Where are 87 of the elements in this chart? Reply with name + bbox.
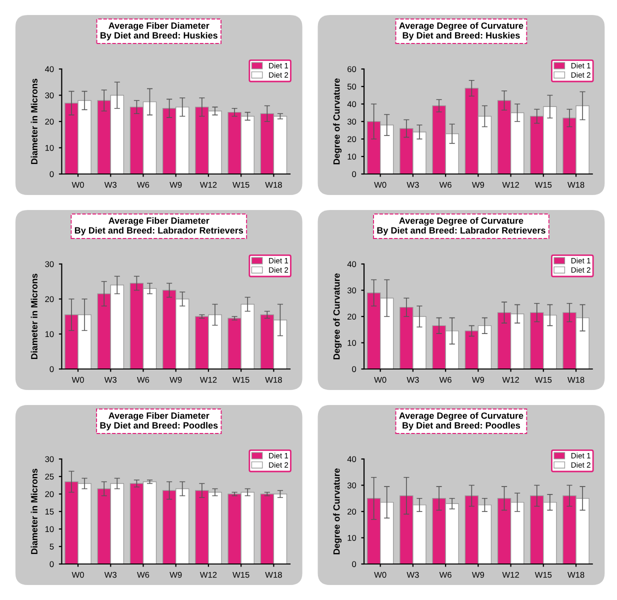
- x-tick-label: W9: [472, 182, 484, 188]
- y-tick-label: 40: [44, 66, 54, 72]
- x-tick-label: W18: [265, 376, 282, 383]
- x-tick-label: W18: [265, 572, 282, 578]
- x-tick-label: W12: [200, 182, 217, 188]
- y-axis-title: Degree of Curvature: [333, 273, 342, 360]
- x-tick-label: W15: [232, 572, 250, 578]
- x-tick-label: W0: [374, 376, 386, 383]
- y-tick-label: 0: [352, 561, 356, 568]
- x-tick-label: W12: [502, 572, 519, 578]
- x-tick-label: W6: [137, 572, 150, 578]
- y-tick-label: 40: [347, 456, 356, 462]
- x-tick-label: W12: [200, 572, 217, 578]
- x-tick-label: W6: [137, 182, 150, 188]
- y-tick-label: 0: [50, 171, 54, 178]
- y-tick-label: 10: [45, 331, 54, 338]
- x-tick-label: W15: [534, 182, 552, 188]
- x-tick-label: W0: [374, 182, 386, 188]
- y-axis-title: Diameter in Microns: [30, 78, 38, 164]
- x-tick-label: W9: [472, 572, 484, 578]
- x-tick-label: W3: [406, 182, 419, 188]
- y-tick-label: 25: [45, 474, 54, 480]
- y-tick-label: 50: [347, 84, 356, 90]
- x-tick-label: W18: [567, 376, 584, 383]
- y-tick-label: 20: [348, 136, 356, 142]
- chart-title: Average Degree of Curvature By Diet and Breed: Huskies: [399, 22, 524, 40]
- chart-title: Average Degree of Curvature By Diet and Breed: Poodles: [399, 412, 524, 430]
- y-tick-label: 10: [45, 144, 54, 151]
- x-tick-label: W9: [170, 182, 182, 188]
- x-tick-label: W15: [534, 376, 552, 383]
- y-tick-label: 40: [347, 261, 356, 268]
- x-tick-label: W12: [200, 376, 217, 383]
- y-axis-title: Diameter in Microns: [30, 274, 38, 360]
- x-tick-label: W9: [472, 376, 484, 383]
- y-axis-title: Degree of Curvature: [333, 468, 342, 554]
- y-tick-label: 10: [348, 154, 356, 160]
- x-tick-label: W18: [567, 572, 584, 578]
- y-tick-label: 10: [348, 340, 356, 346]
- y-tick-label: 30: [347, 287, 356, 294]
- chart-title: Average Fiber Diameter By Diet and Breed: Poodles: [100, 412, 218, 430]
- y-tick-label: 40: [347, 101, 356, 108]
- x-tick-label: W12: [502, 182, 519, 188]
- y-tick-label: 0: [352, 171, 356, 178]
- y-tick-label: 30: [45, 456, 54, 462]
- x-tick-label: W0: [72, 376, 84, 383]
- y-tick-label: 15: [45, 508, 54, 515]
- x-tick-label: W18: [265, 182, 282, 188]
- y-tick-label: 30: [347, 118, 356, 125]
- x-tick-label: W3: [406, 572, 419, 578]
- x-tick-label: W6: [137, 376, 150, 383]
- y-tick-label: 0: [50, 366, 54, 372]
- x-tick-label: W6: [439, 376, 452, 383]
- y-tick-label: 20: [348, 508, 356, 515]
- x-tick-label: W12: [502, 376, 519, 383]
- y-tick-label: 30: [45, 261, 54, 268]
- x-tick-label: W15: [534, 572, 552, 578]
- y-tick-label: 20: [348, 314, 356, 320]
- y-tick-label: 20: [45, 491, 54, 498]
- x-tick-label: W3: [104, 572, 117, 578]
- x-tick-label: W6: [439, 572, 452, 578]
- x-tick-label: W0: [374, 572, 386, 578]
- x-tick-label: W0: [72, 572, 84, 578]
- y-tick-label: 20: [45, 118, 54, 125]
- y-tick-label: 5: [50, 544, 54, 550]
- x-tick-label: W6: [439, 182, 452, 188]
- x-tick-label: W15: [232, 182, 250, 188]
- x-tick-label: W15: [232, 376, 250, 383]
- y-tick-label: 20: [45, 296, 54, 302]
- y-axis-title: Diameter in Microns: [30, 468, 38, 554]
- y-tick-label: 30: [45, 92, 54, 98]
- y-tick-label: 0: [352, 366, 356, 372]
- chart-title: Average Fiber Diameter By Diet and Breed: Labrador Retrievers: [74, 217, 244, 236]
- y-tick-label: 10: [348, 534, 356, 541]
- x-tick-label: W3: [104, 182, 117, 188]
- y-tick-label: 30: [347, 482, 356, 488]
- chart-title: Average Fiber Diameter By Diet and Breed: Huskies: [100, 22, 218, 40]
- x-tick-label: W3: [104, 376, 117, 383]
- y-tick-label: 0: [50, 561, 54, 568]
- y-tick-label: 60: [348, 66, 356, 72]
- y-tick-label: 10: [45, 526, 54, 532]
- y-axis-title: Degree of Curvature: [333, 78, 342, 164]
- x-tick-label: W3: [406, 376, 419, 383]
- x-tick-label: W9: [170, 376, 182, 383]
- chart-title: Average Degree of Curvature By Diet and Breed: Labrador Retrievers: [377, 217, 546, 236]
- x-tick-label: W9: [170, 572, 182, 578]
- x-tick-label: W18: [567, 182, 584, 188]
- x-tick-label: W0: [72, 182, 84, 188]
